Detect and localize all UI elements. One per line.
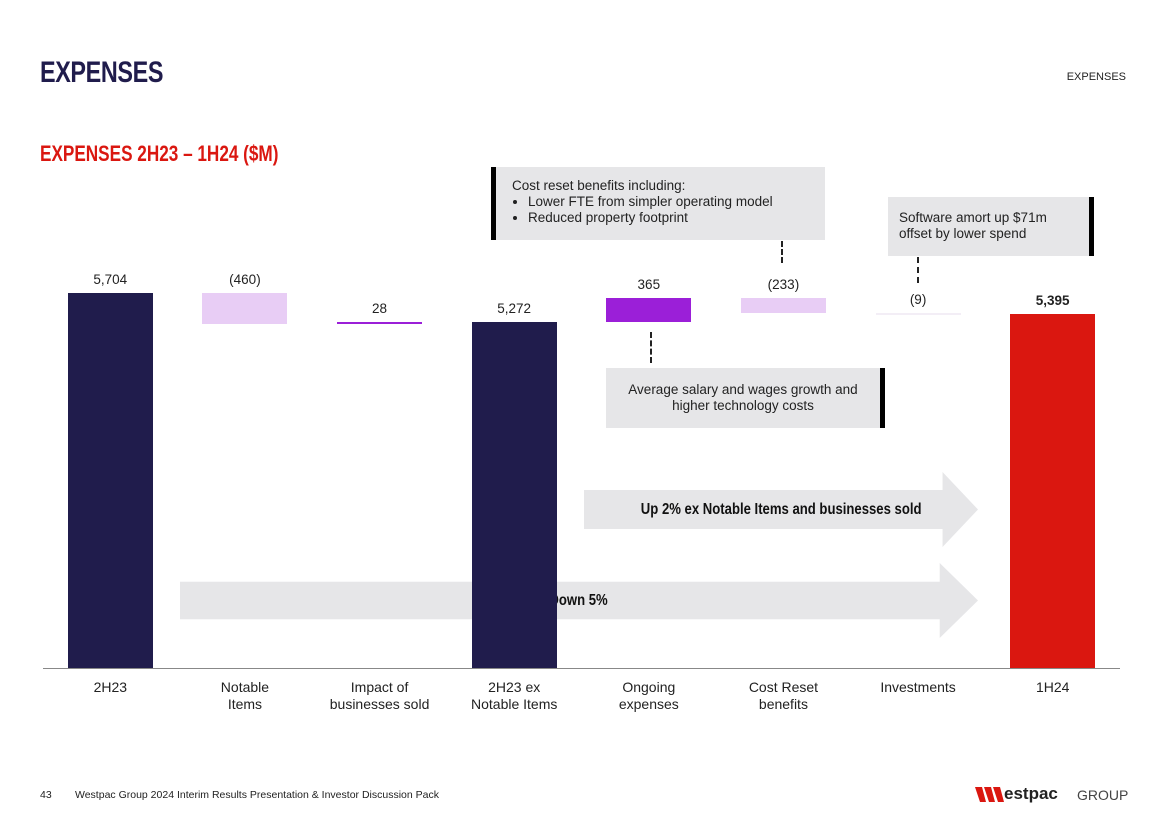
- x-tick-label: Ongoing expenses: [618, 679, 679, 712]
- callout-bullet: Reduced property footprint: [528, 210, 815, 226]
- logo-text: estpac: [1004, 784, 1058, 803]
- section-label: EXPENSES: [1066, 71, 1126, 83]
- value-label: 5,272: [497, 300, 532, 316]
- trend-arrow: Down 5%: [180, 563, 978, 638]
- connector: [650, 332, 652, 363]
- bar: [471, 321, 557, 668]
- value-label: 28: [372, 300, 388, 316]
- value-label: 5,704: [93, 272, 128, 288]
- value-label: 5,395: [1035, 292, 1070, 308]
- bar: [202, 293, 288, 324]
- bar: [875, 313, 961, 315]
- value-label: 365: [637, 276, 661, 292]
- x-tick-label: Notable Items: [220, 679, 270, 712]
- callout: Software amort up $71m offset by lower s…: [888, 197, 1094, 256]
- value-label: (233): [767, 276, 800, 292]
- connector: [781, 241, 783, 263]
- chart-title: EXPENSES 2H23 – 1H24 ($M): [40, 141, 279, 166]
- logo-group: GROUP: [1077, 787, 1129, 803]
- callout-list: Lower FTE from simpler operating model R…: [512, 194, 815, 226]
- x-tick-label: 1H24: [1035, 679, 1070, 695]
- x-tick-label: 2H23: [93, 679, 128, 695]
- bar: [740, 297, 826, 314]
- arrow-text: Up 2% ex Notable Items and businesses so…: [640, 500, 922, 518]
- slide-title: EXPENSES: [40, 56, 164, 89]
- connector: [917, 257, 919, 283]
- arrow-text: Down 5%: [549, 591, 609, 609]
- bar: [1010, 313, 1096, 668]
- x-tick-label: Investments: [880, 679, 956, 695]
- logo-mark: [975, 787, 1004, 802]
- trend-arrow: Up 2% ex Notable Items and businesses so…: [584, 472, 978, 547]
- bar: [606, 297, 692, 322]
- callout: Average salary and wages growth and high…: [606, 368, 885, 428]
- value-label: (460): [229, 272, 261, 288]
- bar: [67, 293, 153, 668]
- x-tick-label: Impact of businesses sold: [329, 679, 430, 712]
- callout-bullet: Lower FTE from simpler operating model: [528, 194, 815, 210]
- x-tick-label: Cost Reset benefits: [748, 679, 819, 712]
- value-label: (9): [909, 292, 927, 308]
- bar: [337, 321, 423, 324]
- footer-text: Westpac Group 2024 Interim Results Prese…: [75, 789, 439, 801]
- x-tick-label: 2H23 ex Notable Items: [471, 679, 558, 712]
- callout: Cost reset benefits including: Lower FTE…: [491, 167, 825, 240]
- callout-text: Cost reset benefits including:: [512, 178, 686, 193]
- baseline: [43, 668, 1120, 669]
- page-number: 43: [40, 789, 52, 801]
